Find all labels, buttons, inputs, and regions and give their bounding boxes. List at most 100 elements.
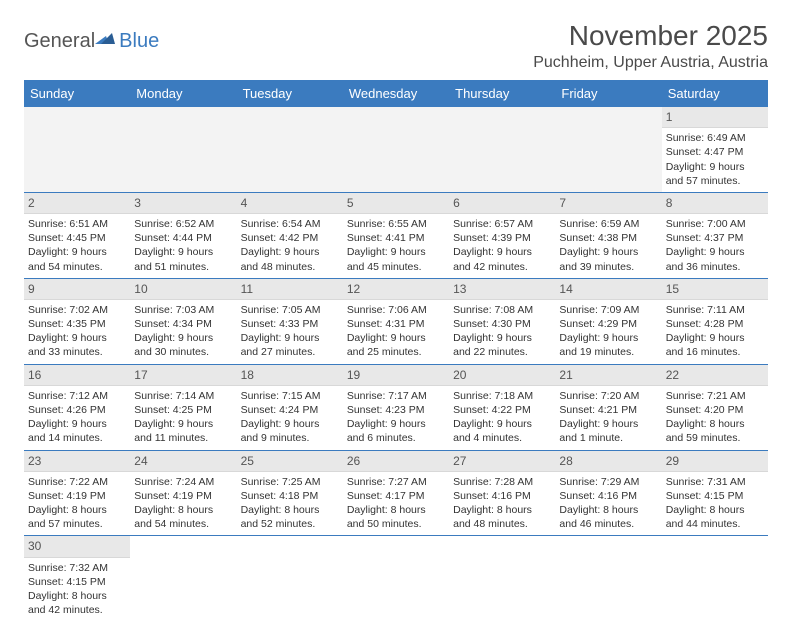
day-number: 2	[24, 193, 130, 214]
sunrise-text: Sunrise: 7:08 AM	[453, 303, 551, 317]
daylight-text: Daylight: 8 hours and 52 minutes.	[241, 503, 339, 531]
calendar-day-cell: 1Sunrise: 6:49 AMSunset: 4:47 PMDaylight…	[662, 107, 768, 192]
calendar-week-row: 16Sunrise: 7:12 AMSunset: 4:26 PMDayligh…	[24, 364, 768, 450]
weekday-header: Saturday	[662, 80, 768, 107]
calendar-week-row: 9Sunrise: 7:02 AMSunset: 4:35 PMDaylight…	[24, 278, 768, 364]
sunset-text: Sunset: 4:35 PM	[28, 317, 126, 331]
weekday-header-row: Sunday Monday Tuesday Wednesday Thursday…	[24, 80, 768, 107]
daylight-text: Daylight: 8 hours and 57 minutes.	[28, 503, 126, 531]
calendar-day-cell: 10Sunrise: 7:03 AMSunset: 4:34 PMDayligh…	[130, 278, 236, 364]
sunrise-text: Sunrise: 7:28 AM	[453, 475, 551, 489]
day-number: 25	[237, 451, 343, 472]
daylight-text: Daylight: 9 hours and 27 minutes.	[241, 331, 339, 359]
calendar-day-cell: 25 Sunrise: 7:25 AMSunset: 4:18 PMDayligh…	[237, 450, 343, 536]
day-number: 16	[24, 365, 130, 386]
sunrise-text: Sunrise: 7:25 AM	[241, 475, 339, 489]
sunrise-text: Sunrise: 7:00 AM	[666, 217, 764, 231]
weekday-header: Tuesday	[237, 80, 343, 107]
calendar-day-cell	[449, 536, 555, 621]
sunrise-text: Sunrise: 7:02 AM	[28, 303, 126, 317]
flag-icon	[95, 30, 117, 53]
daylight-text: Daylight: 9 hours and 39 minutes.	[559, 245, 657, 273]
day-number: 27	[449, 451, 555, 472]
day-number: 3	[130, 193, 236, 214]
day-number: 28	[555, 451, 661, 472]
weekday-header: Wednesday	[343, 80, 449, 107]
sunrise-text: Sunrise: 7:32 AM	[28, 561, 126, 575]
daylight-text: Daylight: 9 hours and 22 minutes.	[453, 331, 551, 359]
calendar-week-row: 30Sunrise: 7:32 AMSunset: 4:15 PMDayligh…	[24, 536, 768, 621]
calendar-week-row: 23Sunrise: 7:22 AMSunset: 4:19 PMDayligh…	[24, 450, 768, 536]
daylight-text: Daylight: 9 hours and 11 minutes.	[134, 417, 232, 445]
daylight-text: Daylight: 9 hours and 57 minutes.	[666, 160, 764, 188]
day-number: 17	[130, 365, 236, 386]
daylight-text: Daylight: 8 hours and 50 minutes.	[347, 503, 445, 531]
daylight-text: Daylight: 9 hours and 25 minutes.	[347, 331, 445, 359]
calendar-day-cell: 23Sunrise: 7:22 AMSunset: 4:19 PMDayligh…	[24, 450, 130, 536]
daylight-text: Daylight: 9 hours and 51 minutes.	[134, 245, 232, 273]
day-number: 21	[555, 365, 661, 386]
sunset-text: Sunset: 4:39 PM	[453, 231, 551, 245]
sunset-text: Sunset: 4:31 PM	[347, 317, 445, 331]
sunset-text: Sunset: 4:22 PM	[453, 403, 551, 417]
sunrise-text: Sunrise: 7:11 AM	[666, 303, 764, 317]
sunset-text: Sunset: 4:30 PM	[453, 317, 551, 331]
day-number: 7	[555, 193, 661, 214]
daylight-text: Daylight: 9 hours and 33 minutes.	[28, 331, 126, 359]
day-number: 30	[24, 536, 130, 557]
calendar-day-cell: 12Sunrise: 7:06 AMSunset: 4:31 PMDayligh…	[343, 278, 449, 364]
day-number: 6	[449, 193, 555, 214]
calendar-day-cell	[130, 107, 236, 192]
daylight-text: Daylight: 9 hours and 42 minutes.	[453, 245, 551, 273]
sunset-text: Sunset: 4:15 PM	[666, 489, 764, 503]
daylight-text: Daylight: 9 hours and 45 minutes.	[347, 245, 445, 273]
day-number: 13	[449, 279, 555, 300]
sunset-text: Sunset: 4:29 PM	[559, 317, 657, 331]
calendar-day-cell: 30Sunrise: 7:32 AMSunset: 4:15 PMDayligh…	[24, 536, 130, 621]
sunset-text: Sunset: 4:20 PM	[666, 403, 764, 417]
sunset-text: Sunset: 4:41 PM	[347, 231, 445, 245]
sunrise-text: Sunrise: 6:52 AM	[134, 217, 232, 231]
daylight-text: Daylight: 8 hours and 54 minutes.	[134, 503, 232, 531]
calendar-day-cell: 6 Sunrise: 6:57 AMSunset: 4:39 PMDaylight…	[449, 192, 555, 278]
daylight-text: Daylight: 8 hours and 59 minutes.	[666, 417, 764, 445]
daylight-text: Daylight: 9 hours and 6 minutes.	[347, 417, 445, 445]
day-number: 26	[343, 451, 449, 472]
sunset-text: Sunset: 4:26 PM	[28, 403, 126, 417]
daylight-text: Daylight: 9 hours and 4 minutes.	[453, 417, 551, 445]
calendar-day-cell: 27Sunrise: 7:28 AMSunset: 4:16 PMDayligh…	[449, 450, 555, 536]
daylight-text: Daylight: 9 hours and 1 minute.	[559, 417, 657, 445]
sunrise-text: Sunrise: 7:22 AM	[28, 475, 126, 489]
daylight-text: Daylight: 8 hours and 46 minutes.	[559, 503, 657, 531]
day-number: 1	[662, 107, 768, 128]
calendar-day-cell: 4Sunrise: 6:54 AMSunset: 4:42 PMDaylight…	[237, 192, 343, 278]
sunset-text: Sunset: 4:18 PM	[241, 489, 339, 503]
sunset-text: Sunset: 4:34 PM	[134, 317, 232, 331]
calendar-day-cell	[237, 107, 343, 192]
daylight-text: Daylight: 9 hours and 16 minutes.	[666, 331, 764, 359]
sunrise-text: Sunrise: 7:05 AM	[241, 303, 339, 317]
calendar-day-cell: 2Sunrise: 6:51 AMSunset: 4:45 PMDaylight…	[24, 192, 130, 278]
header: General Blue November 2025 Puchheim, Upp…	[24, 20, 768, 72]
calendar-day-cell	[449, 107, 555, 192]
brand-logo: General Blue	[24, 30, 159, 53]
calendar-day-cell: 9Sunrise: 7:02 AMSunset: 4:35 PMDaylight…	[24, 278, 130, 364]
sunset-text: Sunset: 4:38 PM	[559, 231, 657, 245]
sunrise-text: Sunrise: 7:18 AM	[453, 389, 551, 403]
calendar-day-cell	[662, 536, 768, 621]
day-number: 12	[343, 279, 449, 300]
calendar-day-cell: 8Sunrise: 7:00 AMSunset: 4:37 PMDaylight…	[662, 192, 768, 278]
sunrise-text: Sunrise: 7:20 AM	[559, 389, 657, 403]
sunset-text: Sunset: 4:37 PM	[666, 231, 764, 245]
sunrise-text: Sunrise: 7:21 AM	[666, 389, 764, 403]
sunset-text: Sunset: 4:45 PM	[28, 231, 126, 245]
calendar-day-cell: 29Sunrise: 7:31 AMSunset: 4:15 PMDayligh…	[662, 450, 768, 536]
weekday-header: Sunday	[24, 80, 130, 107]
sunrise-text: Sunrise: 7:09 AM	[559, 303, 657, 317]
title-block: November 2025 Puchheim, Upper Austria, A…	[533, 20, 768, 72]
sunrise-text: Sunrise: 6:55 AM	[347, 217, 445, 231]
sunrise-text: Sunrise: 6:57 AM	[453, 217, 551, 231]
calendar-day-cell: 11Sunrise: 7:05 AMSunset: 4:33 PMDayligh…	[237, 278, 343, 364]
day-number: 15	[662, 279, 768, 300]
sunrise-text: Sunrise: 6:49 AM	[666, 131, 764, 145]
